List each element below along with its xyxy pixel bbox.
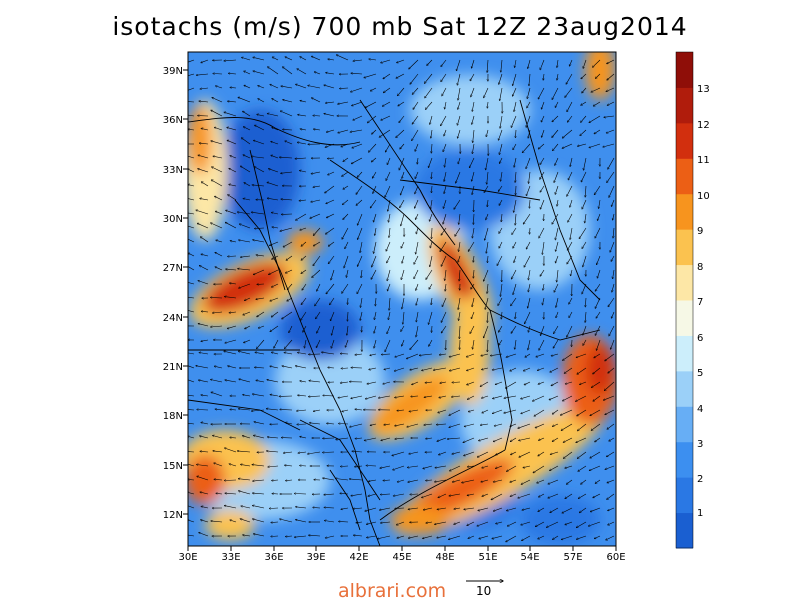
colorbar-label: 1 — [697, 508, 703, 519]
lat-label: 33N — [163, 165, 183, 176]
lat-label: 27N — [163, 263, 183, 274]
colorbar-swatch — [676, 123, 693, 159]
lon-label: 60E — [606, 552, 625, 563]
longitude-axis: 30E 33E 36E 39E 42E 45E 48E 51E 54E 57E … — [178, 552, 625, 563]
colorbar-swatch — [676, 477, 693, 513]
colorbar-label: 7 — [697, 297, 703, 308]
colorbar-label: 12 — [697, 120, 710, 131]
lat-label: 36N — [163, 115, 183, 126]
lon-label: 36E — [264, 552, 283, 563]
colorbar-swatch — [676, 87, 693, 123]
colorbar-label: 8 — [697, 262, 703, 273]
lat-label: 18N — [163, 411, 183, 422]
colorbar-label: 10 — [697, 191, 710, 202]
colorbar-swatch — [676, 265, 693, 301]
colorbar — [676, 52, 693, 549]
colorbar-label: 11 — [697, 155, 710, 166]
lon-label: 45E — [392, 552, 411, 563]
colorbar-swatch — [676, 371, 693, 407]
lon-label: 48E — [435, 552, 454, 563]
isotach-field — [179, 40, 618, 554]
lon-label: 57E — [563, 552, 582, 563]
colorbar-swatch — [676, 158, 693, 194]
colorbar-swatch — [676, 52, 693, 88]
brand-watermark: albrari.com — [338, 580, 446, 602]
colorbar-labels: 1 2 3 4 5 6 7 8 9 10 11 12 13 — [697, 84, 710, 519]
latitude-axis: 39N 36N 33N 30N 27N 24N 21N 18N 15N 12N — [163, 66, 183, 521]
colorbar-swatch — [676, 229, 693, 265]
colorbar-label: 13 — [697, 84, 710, 95]
lat-label: 39N — [163, 66, 183, 77]
colorbar-swatch — [676, 442, 693, 478]
reference-vector-label: 10 — [476, 584, 491, 598]
colorbar-swatch — [676, 335, 693, 371]
colorbar-label: 5 — [697, 368, 703, 379]
colorbar-swatch — [676, 194, 693, 230]
lon-label: 54E — [520, 552, 539, 563]
colorbar-swatch — [676, 513, 693, 549]
lon-label: 42E — [349, 552, 368, 563]
lon-label: 39E — [306, 552, 325, 563]
lat-label: 21N — [163, 362, 183, 373]
colorbar-label: 3 — [697, 439, 703, 450]
colorbar-label: 9 — [697, 226, 703, 237]
lat-label: 24N — [163, 313, 183, 324]
colorbar-swatch — [676, 406, 693, 442]
lon-label: 30E — [178, 552, 197, 563]
lat-label: 15N — [163, 461, 183, 472]
colorbar-label: 6 — [697, 333, 703, 344]
lat-label: 30N — [163, 214, 183, 225]
lon-label: 51E — [478, 552, 497, 563]
colorbar-label: 2 — [697, 474, 703, 485]
colorbar-label: 4 — [697, 404, 703, 415]
lat-label: 12N — [163, 510, 183, 521]
colorbar-swatch — [676, 300, 693, 336]
lon-label: 33E — [221, 552, 240, 563]
